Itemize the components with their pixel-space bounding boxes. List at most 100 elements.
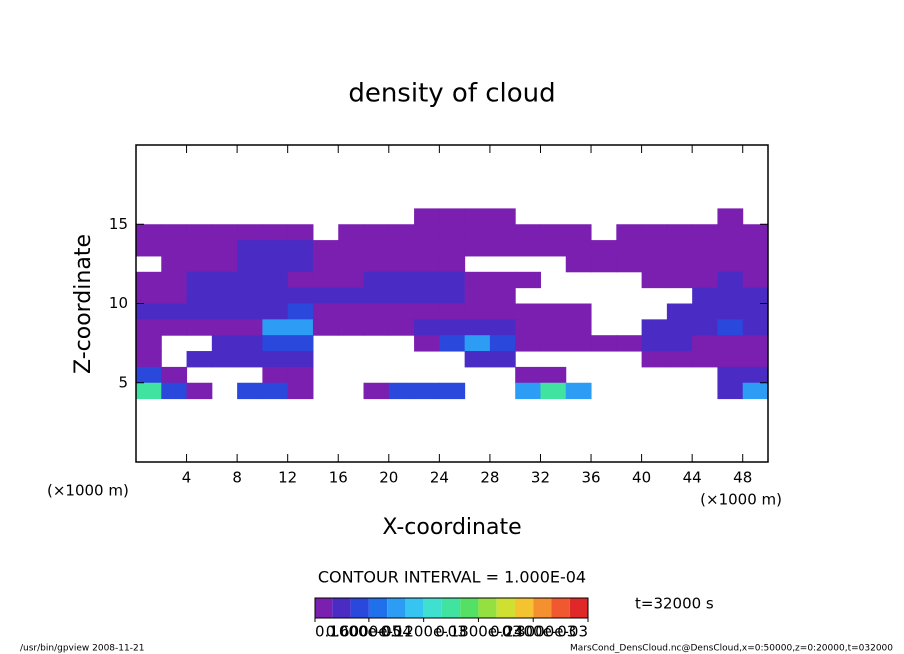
- colorbar-label: 0.1200e-03: [381, 623, 467, 641]
- contour-cell: [692, 319, 718, 336]
- contour-cell: [742, 319, 769, 336]
- contour-cell: [211, 287, 238, 304]
- contour-cell: [692, 224, 718, 241]
- contour-cell: [489, 224, 516, 241]
- contour-cell: [186, 224, 213, 241]
- contour-cell: [717, 224, 744, 241]
- contour-cell: [136, 303, 162, 320]
- contour-cell: [742, 351, 769, 368]
- contour-cell: [338, 319, 365, 336]
- contour-cell: [742, 287, 769, 304]
- contour-cell: [161, 255, 188, 273]
- contour-cell: [414, 240, 440, 257]
- contour-cell: [464, 351, 491, 368]
- contour-cell: [211, 335, 238, 352]
- contour-cell: [287, 351, 314, 368]
- contour-cell: [515, 382, 541, 400]
- colorbar-label: 0.1000e-05: [315, 623, 401, 641]
- time-label: t=32000 s: [635, 595, 714, 613]
- contour-cell: [136, 319, 162, 336]
- contour-cell: [540, 382, 567, 400]
- contour-cell: [136, 240, 162, 257]
- contour-cell: [717, 366, 744, 384]
- contour-cell: [489, 319, 516, 336]
- contour-cell: [616, 255, 643, 273]
- contour-cell: [388, 240, 415, 257]
- contour-cell: [388, 255, 415, 273]
- contour-cell: [287, 366, 314, 384]
- contour-cell: [262, 303, 289, 320]
- contour-cell: [237, 271, 263, 289]
- contour-cell: [439, 208, 466, 225]
- contour-cell: [414, 303, 440, 320]
- contour-cell: [414, 224, 440, 241]
- contour-cell: [540, 366, 567, 384]
- contour-cell: [414, 208, 440, 225]
- contour-cell: [616, 224, 643, 241]
- contour-cell: [363, 303, 390, 320]
- contour-cell: [161, 319, 188, 336]
- contour-cell: [161, 240, 188, 257]
- contour-cell: [338, 287, 365, 304]
- contour-cell: [515, 366, 541, 384]
- contour-cell: [565, 303, 592, 320]
- x-unit: (×1000 m): [700, 491, 782, 509]
- contour-cell: [161, 224, 188, 241]
- contour-cell: [591, 240, 617, 257]
- contour-cell: [641, 240, 668, 257]
- contour-cell: [262, 240, 289, 257]
- contour-cell: [211, 351, 238, 368]
- contour-cell: [489, 351, 516, 368]
- contour-cell: [414, 319, 440, 336]
- colorbar-swatch: [551, 598, 570, 618]
- contour-cell: [237, 303, 263, 320]
- contour-cell: [136, 335, 162, 352]
- x-tick-label: 48: [733, 469, 752, 487]
- contour-cell: [439, 287, 466, 304]
- y-tick-label: 5: [118, 373, 128, 391]
- contour-cell: [414, 382, 440, 400]
- contour-cell: [464, 271, 491, 289]
- contour-cell: [717, 303, 744, 320]
- contour-cell: [742, 335, 769, 352]
- contour-cell: [186, 255, 213, 273]
- contour-cell: [742, 271, 769, 289]
- x-tick-label: 4: [182, 469, 192, 487]
- contour-cell: [312, 240, 339, 257]
- contour-cell: [464, 335, 491, 352]
- y-unit: (×1000 m): [47, 482, 129, 500]
- contour-cell: [464, 287, 491, 304]
- contour-cell: [388, 382, 415, 400]
- contour-cell: [515, 335, 541, 352]
- contour-cell: [717, 271, 744, 289]
- contour-cell: [186, 351, 213, 368]
- contour-cell: [312, 255, 339, 273]
- chart-title: density of cloud: [348, 79, 555, 109]
- contour-cell: [161, 382, 188, 400]
- colorbar-swatch: [478, 598, 497, 618]
- colorbar-swatch: [533, 598, 552, 618]
- contour-cell: [338, 271, 365, 289]
- contour-cell: [439, 255, 466, 273]
- contour-cell: [666, 335, 693, 352]
- contour-cell: [489, 240, 516, 257]
- colorbar-swatch: [350, 598, 369, 618]
- contour-cell: [312, 287, 339, 304]
- colorbar-swatch: [405, 598, 424, 618]
- contour-cell: [211, 255, 238, 273]
- x-tick-label: 12: [278, 469, 297, 487]
- contour-cell: [414, 271, 440, 289]
- contour-cell: [439, 224, 466, 241]
- contour-cell: [692, 240, 718, 257]
- colorbar-swatch: [332, 598, 351, 618]
- contour-cell: [515, 303, 541, 320]
- contour-cell: [186, 240, 213, 257]
- contour-cell: [388, 303, 415, 320]
- contour-cell: [464, 240, 491, 257]
- contour-cell: [742, 382, 769, 400]
- contour-cell: [287, 319, 314, 336]
- contour-cell: [363, 382, 390, 400]
- contour-interval: CONTOUR INTERVAL = 1.000E-04: [318, 568, 586, 587]
- contour-cell: [717, 351, 744, 368]
- contour-cell: [666, 303, 693, 320]
